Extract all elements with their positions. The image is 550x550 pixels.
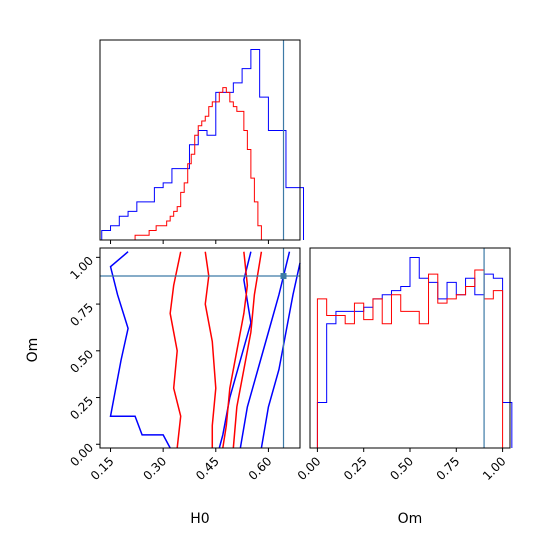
joint-x-tick-label: 0.60 bbox=[246, 454, 275, 483]
joint-y-tick-label: 0.25 bbox=[67, 394, 96, 423]
h0-marginal-panel bbox=[99, 39, 305, 244]
om-hist-series bbox=[316, 257, 513, 448]
om-marginal-panel: 0.00 0.25 0.50 0.75 1.00 Om bbox=[295, 247, 513, 527]
h0-hist-series bbox=[101, 49, 305, 240]
contour-series-1-level-0 bbox=[204, 251, 217, 448]
om-x-tick-label: 0.00 bbox=[295, 454, 324, 483]
joint-x-ticks: 0.15 0.30 0.45 0.60 bbox=[88, 448, 275, 483]
h0-marginal-ticks bbox=[110, 240, 269, 244]
contour-series-0-level-1 bbox=[239, 251, 291, 449]
om-hist-series-1 bbox=[316, 269, 504, 448]
joint-y-tick-label: 0.75 bbox=[67, 300, 96, 329]
joint-x-tick-label: 0.45 bbox=[193, 454, 222, 483]
joint-y-tick-label: 0.50 bbox=[67, 347, 96, 376]
h0-marginal-frame bbox=[99, 39, 301, 241]
joint-y-tick-label: 1.00 bbox=[67, 254, 96, 283]
joint-x-tick-label: 0.30 bbox=[140, 454, 169, 483]
joint-frame bbox=[99, 247, 301, 449]
contour-series-1-level-3 bbox=[232, 251, 263, 449]
contour-series-0-level-0 bbox=[218, 251, 252, 449]
contour-series-1-level-1 bbox=[169, 251, 182, 449]
x-axis-label-h0: H0 bbox=[190, 511, 209, 527]
x-axis-label-om: Om bbox=[398, 511, 423, 527]
om-x-tick-label: 0.75 bbox=[434, 454, 463, 483]
h0-hist-series-1 bbox=[134, 87, 262, 240]
y-axis-label-om: Om bbox=[25, 338, 41, 363]
joint-y-ticks: 0.00 0.25 0.50 0.75 1.00 bbox=[67, 254, 100, 469]
om-x-tick-label: 0.50 bbox=[387, 454, 416, 483]
contour-series-1-level-2 bbox=[222, 251, 249, 449]
joint-contours bbox=[109, 251, 301, 449]
om-hist-series-0 bbox=[316, 257, 513, 448]
contour-series-0-level-3 bbox=[260, 262, 301, 449]
joint-y-tick-label: 0.00 bbox=[67, 440, 96, 469]
joint-truth-marker bbox=[280, 273, 287, 280]
om-x-tick-label: 0.25 bbox=[341, 454, 370, 483]
om-x-tick-label: 1.00 bbox=[480, 454, 509, 483]
joint-panel: 0.15 0.30 0.45 0.60 0.00 0.25 0.50 0.75 1.00 H0… bbox=[25, 247, 301, 527]
contour-series-0-level-2 bbox=[109, 251, 171, 449]
h0-hist-series-0 bbox=[101, 49, 305, 240]
joint-x-tick-label: 0.15 bbox=[88, 454, 117, 483]
om-x-ticks: 0.00 0.25 0.50 0.75 1.00 bbox=[295, 448, 509, 483]
